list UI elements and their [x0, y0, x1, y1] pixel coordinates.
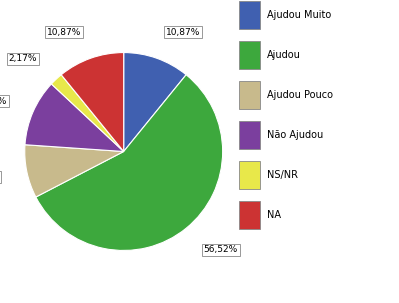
- Text: 10,87%: 10,87%: [47, 28, 81, 37]
- FancyBboxPatch shape: [239, 81, 260, 109]
- Text: 10,87%: 10,87%: [0, 97, 8, 105]
- Text: 2,17%: 2,17%: [9, 55, 37, 63]
- Text: Não Ajudou: Não Ajudou: [267, 130, 323, 140]
- Wedge shape: [61, 52, 124, 152]
- Text: Ajudou: Ajudou: [267, 50, 300, 60]
- Wedge shape: [124, 52, 186, 152]
- Text: Ajudou Muito: Ajudou Muito: [267, 10, 331, 20]
- Text: NA: NA: [267, 210, 280, 220]
- Text: 56,52%: 56,52%: [203, 245, 238, 254]
- FancyBboxPatch shape: [239, 1, 260, 29]
- Text: NS/NR: NS/NR: [267, 170, 298, 180]
- Wedge shape: [36, 75, 223, 251]
- FancyBboxPatch shape: [239, 161, 260, 189]
- Wedge shape: [25, 84, 124, 152]
- Wedge shape: [25, 145, 124, 197]
- Text: 10,87%: 10,87%: [166, 28, 200, 37]
- FancyBboxPatch shape: [239, 121, 260, 149]
- Text: Ajudou Pouco: Ajudou Pouco: [267, 90, 332, 100]
- Wedge shape: [51, 75, 124, 152]
- FancyBboxPatch shape: [239, 201, 260, 229]
- FancyBboxPatch shape: [239, 41, 260, 69]
